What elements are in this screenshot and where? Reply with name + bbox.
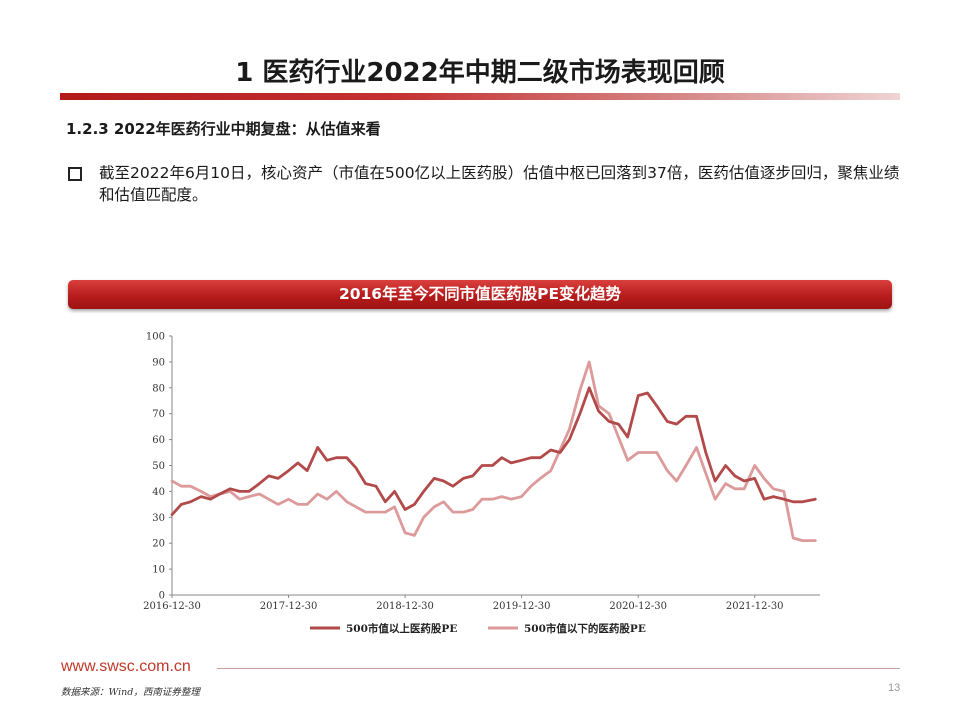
x-tick-label: 2019-12-30 <box>493 601 551 612</box>
x-tick-label: 2018-12-30 <box>376 601 434 612</box>
y-tick-label: 90 <box>152 357 165 368</box>
legend-label: 500市值以上医药股PE <box>346 622 457 635</box>
x-tick-label: 2021-12-30 <box>726 601 784 612</box>
footer-divider <box>217 668 900 669</box>
footer-url[interactable]: www.swsc.com.cn <box>61 658 191 675</box>
y-tick-label: 0 <box>159 591 165 602</box>
bullet-text: 截至2022年6月10日，核心资产（市值在500亿以上医药股）估值中枢已回落到3… <box>99 164 900 204</box>
y-tick-label: 50 <box>152 461 165 472</box>
y-tick-label: 40 <box>152 487 165 498</box>
x-tick-label: 2017-12-30 <box>260 601 318 612</box>
y-tick-label: 100 <box>146 332 165 343</box>
pe-trend-chart: 0 10 20 30 40 50 60 70 80 90 100 2016-12-30 2017-12-… <box>120 320 840 650</box>
chart-svg: 0 10 20 30 40 50 60 70 80 90 100 2016-12-30 2017-12-… <box>143 332 820 635</box>
series-line-large-cap <box>170 386 817 517</box>
x-tick-label: 2020-12-30 <box>609 601 667 612</box>
y-tick-label: 10 <box>152 565 165 576</box>
y-tick-label: 80 <box>152 383 165 394</box>
legend-label: 500市值以下的医药股PE <box>524 622 646 635</box>
chart-banner-title: 2016年至今不同市值医药股PE变化趋势 <box>68 280 892 309</box>
data-source-note: 数据来源：Wind，西南证券整理 <box>61 687 200 698</box>
x-tick-label: 2016-12-30 <box>143 601 201 612</box>
title-divider <box>60 93 900 100</box>
y-tick-label: 20 <box>152 539 165 550</box>
y-tick-label: 30 <box>152 513 165 524</box>
y-tick-label: 60 <box>152 435 165 446</box>
page-title: 1 医药行业2022年中期二级市场表现回顾 <box>235 58 725 88</box>
section-subtitle: 1.2.3 2022年医药行业中期复盘：从估值来看 <box>66 120 381 138</box>
page-number: 13 <box>888 682 901 694</box>
series-line-small-cap <box>170 360 817 543</box>
y-tick-label: 70 <box>152 409 165 420</box>
bullet-square-icon <box>68 167 82 181</box>
